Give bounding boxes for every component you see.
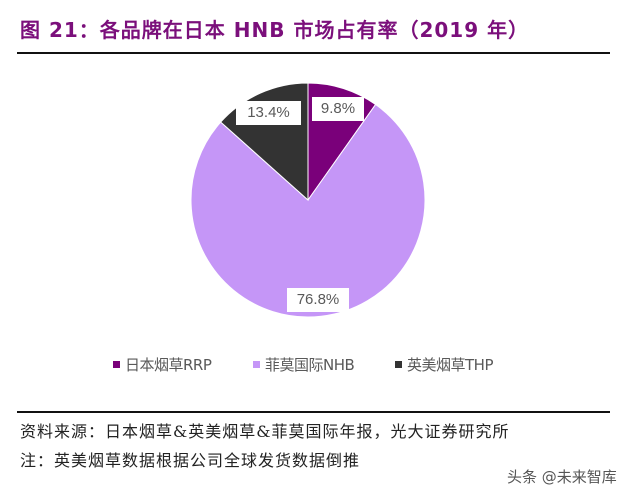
legend-item-bat-thp: 英美烟草THP	[395, 354, 494, 374]
legend-label: 英美烟草THP	[407, 355, 494, 374]
footnote: 注：英美烟草数据根据公司全球发货数据倒推	[20, 451, 361, 470]
bottom-divider	[17, 411, 610, 413]
slice-label-pmi-nhb: 76.8%	[287, 288, 349, 312]
pie-slice-1	[190, 103, 426, 318]
watermark: 头条 @未来智库	[507, 468, 617, 486]
slice-label-jt-rrp: 9.8%	[312, 97, 364, 121]
legend-swatch-icon	[395, 360, 402, 368]
legend-item-pmi-nhb: 菲莫国际NHB	[253, 354, 355, 374]
slice-label-bat-thp: 13.4%	[236, 101, 301, 125]
chart-legend: 日本烟草RRP 菲莫国际NHB 英美烟草THP	[0, 354, 640, 374]
legend-swatch-icon	[253, 360, 260, 368]
pie-slices	[190, 82, 426, 318]
chart-title: 图 21：各品牌在日本 HNB 市场占有率（2019 年）	[20, 18, 530, 42]
legend-label: 日本烟草RRP	[125, 355, 212, 374]
legend-swatch-icon	[113, 360, 120, 368]
legend-item-jt-rrp: 日本烟草RRP	[113, 354, 212, 374]
source-note: 资料来源：日本烟草&英美烟草&菲莫国际年报，光大证券研究所	[20, 422, 510, 441]
legend-label: 菲莫国际NHB	[265, 355, 355, 374]
top-divider	[17, 52, 610, 54]
